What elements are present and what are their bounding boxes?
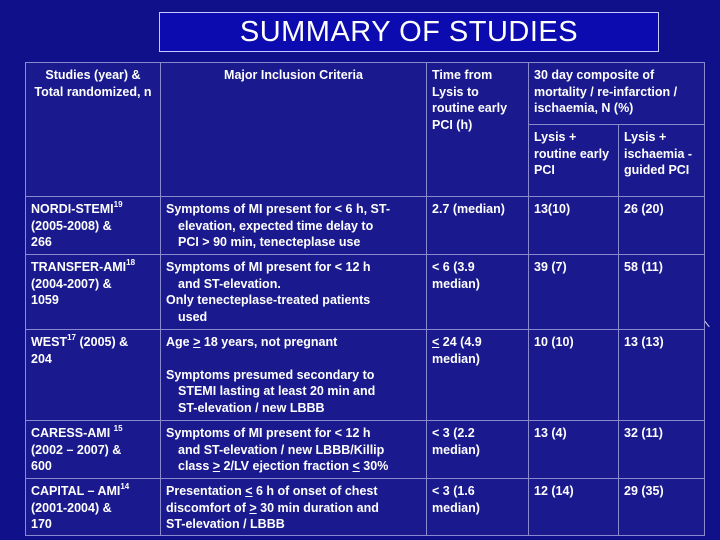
header-outcome: 30 day composite of mortality / re-infar… <box>527 62 706 125</box>
criteria-line: class > 2/LV ejection fraction < 30% <box>178 459 389 473</box>
criteria-line: Only tenecteplase-treated patients <box>166 293 371 307</box>
study-years: (2002 – 2007) & <box>31 442 122 457</box>
slide-title-text: SUMMARY OF STUDIES <box>239 15 579 48</box>
study-years: (2005-2008) & <box>31 218 112 233</box>
study-name: NORDI-STEMI <box>31 202 114 216</box>
study-years: (2004-2007) & <box>31 276 112 291</box>
guided-cell: 58 (11) <box>617 254 706 330</box>
slide-title: SUMMARY OF STUDIES <box>159 12 659 52</box>
study-cell: CARESS-AMI 15 (2002 – 2007) & 600 <box>25 420 161 479</box>
header-row: Studies (year) & Total randomized, n Maj… <box>25 62 706 197</box>
criteria-cell: Age > 18 years, not pregnant Symptoms pr… <box>160 329 427 421</box>
subheader-row: Lysis + routine early PCI Lysis + ischae… <box>26 124 706 197</box>
study-n: 600 <box>31 459 52 473</box>
header-guided: Lysis + ischaemia -guided PCI <box>617 124 706 197</box>
time-cell: < 6 (3.9 median) <box>426 254 529 330</box>
criteria-line: Symptoms of MI present for < 12 h <box>166 426 371 440</box>
criteria-line: Age > 18 years, not pregnant <box>166 335 338 349</box>
criteria-cell: Presentation < 6 h of onset of chest dis… <box>160 478 427 536</box>
time-cell: < 24 (4.9 median) <box>426 329 529 421</box>
routine-cell: 13(10) <box>528 196 619 255</box>
header-studies: Studies (year) & Total randomized, n <box>25 62 161 197</box>
study-name: CARESS-AMI <box>31 426 111 440</box>
criteria-line: PCI > 90 min, tenecteplase use <box>178 235 361 249</box>
study-ref: 15 <box>113 424 123 433</box>
table-row: CAPITAL – AMI14 (2001-2004) & 170 Presen… <box>25 478 706 536</box>
study-name: TRANSFER-AMI <box>31 260 127 274</box>
study-cell: WEST17 (2005) & 204 <box>25 329 161 421</box>
criteria-line: ST-elevation / LBBB <box>166 517 285 531</box>
criteria-line: Symptoms of MI present for < 12 h <box>166 260 371 274</box>
study-n: 170 <box>31 517 52 531</box>
guided-cell: 13 (13) <box>617 329 706 421</box>
study-cell: NORDI-STEMI19 (2005-2008) & 266 <box>25 196 161 255</box>
study-name: CAPITAL – AMI <box>31 484 121 498</box>
header-time: Time from Lysis to routine early PCI (h) <box>426 62 529 197</box>
criteria-line: Symptoms presumed secondary to <box>166 367 375 382</box>
study-n: 204 <box>31 351 52 366</box>
guided-cell: 29 (35) <box>617 478 706 536</box>
study-ref: 19 <box>113 200 123 209</box>
study-n: 266 <box>31 235 52 249</box>
study-n: 1059 <box>31 293 59 307</box>
time-cell: < 3 (2.2 median) <box>426 420 529 479</box>
criteria-cell: Symptoms of MI present for < 12 h and ST… <box>160 420 427 479</box>
criteria-line: used <box>178 309 208 324</box>
criteria-cell: Symptoms of MI present for < 12 h and ST… <box>160 254 427 330</box>
guided-cell: 32 (11) <box>617 420 706 479</box>
study-cell: CAPITAL – AMI14 (2001-2004) & 170 <box>25 478 161 536</box>
study-ref: 14 <box>120 482 130 491</box>
table-row: NORDI-STEMI19 (2005-2008) & 266 Symptoms… <box>25 196 706 255</box>
routine-cell: 39 (7) <box>528 254 619 330</box>
criteria-line: and ST-elevation. <box>178 276 281 291</box>
study-years: (2001-2004) & <box>31 500 112 515</box>
table-row: WEST17 (2005) & 204 Age > 18 years, not … <box>25 329 706 421</box>
study-cell: TRANSFER-AMI18 (2004-2007) & 1059 <box>25 254 161 330</box>
routine-cell: 13 (4) <box>528 420 619 479</box>
routine-cell: 10 (10) <box>528 329 619 421</box>
criteria-line: Presentation < 6 h of onset of chest <box>166 484 378 498</box>
header-routine: Lysis + routine early PCI <box>528 124 619 197</box>
study-ref: 17 <box>67 333 77 342</box>
study-ref: 18 <box>126 258 136 267</box>
criteria-line: discomfort of > 30 min duration and <box>166 500 379 515</box>
criteria-line: ST-elevation / new LBBB <box>178 400 325 415</box>
studies-table: Studies (year) & Total randomized, n Maj… <box>25 62 706 536</box>
time-cell: 2.7 (median) <box>426 196 529 255</box>
criteria-line: elevation, expected time delay to <box>178 218 374 233</box>
criteria-cell: Symptoms of MI present for < 6 h, ST- el… <box>160 196 427 255</box>
header-criteria: Major Inclusion Criteria <box>160 62 427 197</box>
study-years: (2005) & <box>79 335 129 349</box>
criteria-line: Symptoms of MI present for < 6 h, ST- <box>166 202 390 216</box>
routine-cell: 12 (14) <box>528 478 619 536</box>
table-row: TRANSFER-AMI18 (2004-2007) & 1059 Sympto… <box>25 254 706 330</box>
table-row: CARESS-AMI 15 (2002 – 2007) & 600 Sympto… <box>25 420 706 479</box>
time-cell: < 3 (1.6 median) <box>426 478 529 536</box>
guided-cell: 26 (20) <box>617 196 706 255</box>
criteria-line: STEMI lasting at least 20 min and <box>178 384 376 398</box>
study-name: WEST <box>31 335 68 349</box>
criteria-line: and ST-elevation / new LBBB/Killip <box>178 442 385 457</box>
